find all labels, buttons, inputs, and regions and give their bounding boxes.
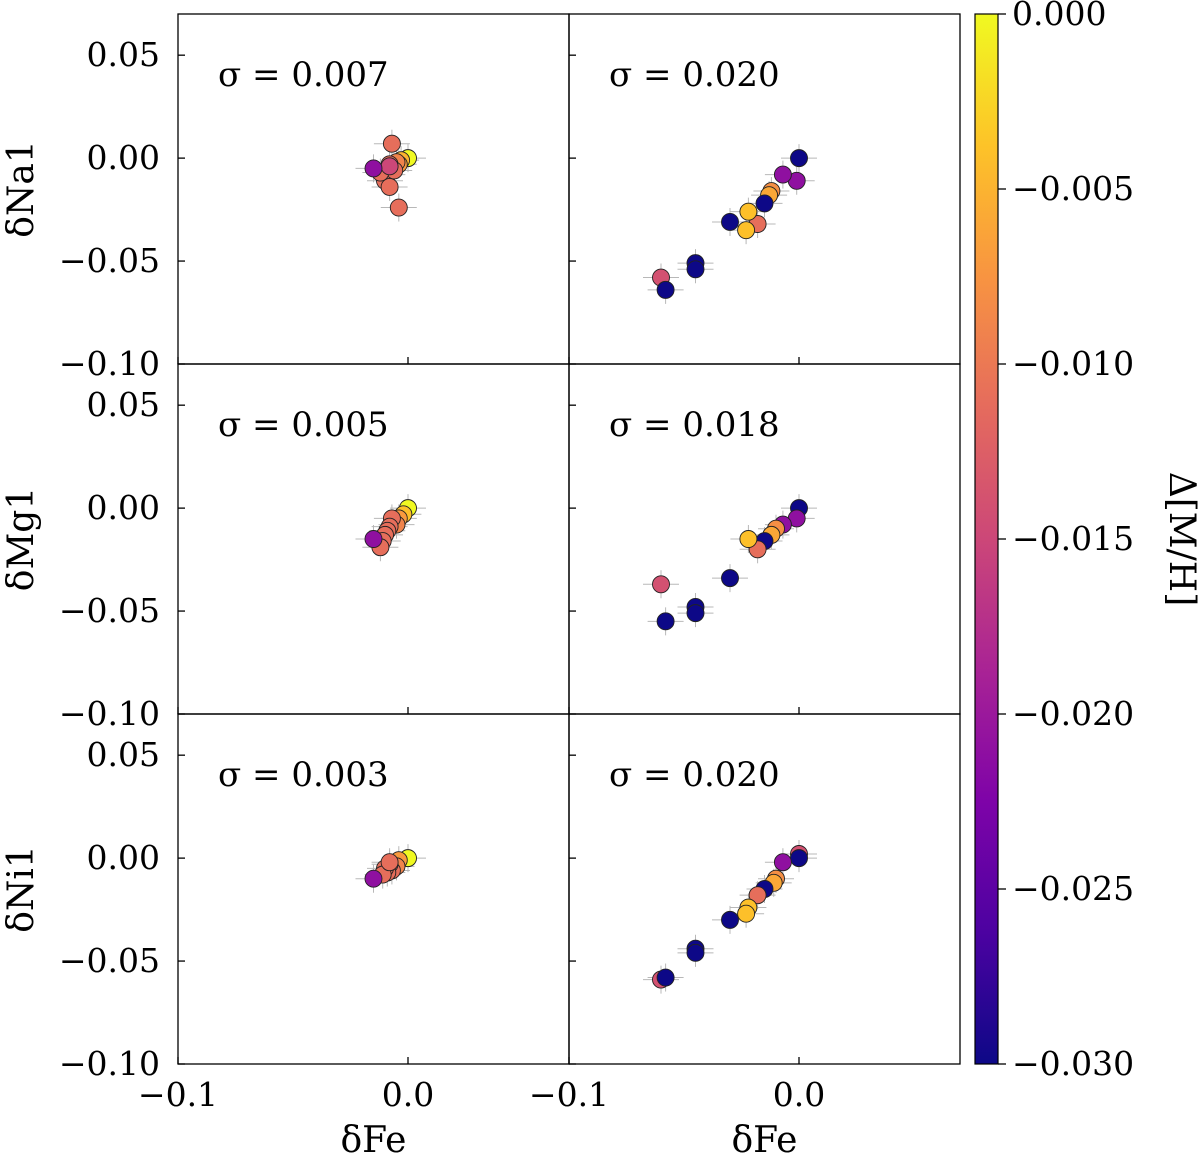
x-axis-label: δFe — [732, 1120, 798, 1161]
colorbar-tick-label: 0.000 — [1012, 0, 1106, 33]
y-tick-label: 0.00 — [87, 838, 160, 877]
panel: σ = 0.020 −0.1 0.0 δFe — [529, 713, 961, 1161]
y-tick-label: −0.05 — [59, 591, 160, 630]
x-axis-label: δFe — [341, 1120, 407, 1161]
colorbar-label: Δ[M/H] — [1161, 472, 1200, 606]
y-tick-label: −0.05 — [59, 941, 160, 980]
data-point — [364, 530, 383, 548]
data-point — [790, 149, 808, 168]
y-tick-label: 0.00 — [87, 488, 160, 527]
data-point — [652, 575, 670, 594]
sigma-annotation: σ = 0.003 — [218, 755, 389, 795]
sigma-annotation: σ = 0.007 — [218, 55, 389, 95]
colorbar-tick-label: −0.010 — [1012, 344, 1134, 383]
colorbar-tick-label: −0.030 — [1012, 1044, 1134, 1083]
panel: σ = 0.018 — [568, 363, 961, 715]
sigma-annotation: σ = 0.020 — [609, 755, 780, 795]
colorbar-gradient — [974, 13, 999, 1065]
colorbar-tick-label: −0.005 — [1012, 169, 1134, 208]
y-tick-label: −0.10 — [59, 344, 160, 383]
y-tick-label: 0.05 — [87, 385, 160, 424]
sigma-annotation: σ = 0.020 — [609, 55, 780, 95]
y-tick-label: −0.05 — [59, 241, 160, 280]
data-point — [686, 943, 705, 962]
colorbar-tick-label: −0.025 — [1012, 869, 1134, 908]
data-point — [380, 853, 399, 872]
y-tick-label: −0.10 — [59, 694, 160, 733]
data-point — [790, 849, 808, 868]
panel: σ = 0.020 — [568, 13, 961, 365]
data-point — [737, 904, 756, 923]
data-point — [721, 569, 739, 588]
data-point — [656, 612, 675, 631]
data-point — [686, 260, 705, 279]
data-point — [721, 212, 739, 231]
data-point — [737, 221, 756, 240]
data-point — [721, 910, 739, 929]
y-axis-label: δNa1 — [1, 140, 42, 238]
panel-frame — [568, 713, 961, 1065]
colorbar: 0.000 −0.005 −0.010 −0.015 −0.020 −0.025 −0.03… — [974, 0, 1200, 1083]
y-tick-label: 0.00 — [87, 138, 160, 177]
y-tick-label: −0.10 — [59, 1044, 160, 1083]
data-point — [748, 886, 767, 905]
colorbar-tick-label: −0.015 — [1012, 519, 1134, 558]
y-tick-label: 0.05 — [87, 35, 160, 74]
colorbar-tick-label: −0.020 — [1012, 694, 1134, 733]
x-tick-label: −0.1 — [529, 1075, 609, 1114]
panel: σ = 0.005 — [177, 363, 570, 715]
panels-layer: δNa1 0.05 0.00 −0.05 −0.10 σ = 0.007 σ = 0.020… — [1, 13, 961, 1161]
data-point — [773, 165, 792, 184]
data-point — [739, 202, 758, 221]
x-tick-label: −0.1 — [138, 1075, 218, 1114]
panel: σ = 0.007 — [177, 13, 570, 365]
data-point — [773, 853, 792, 872]
data-point — [380, 177, 399, 196]
y-axis-label: δNi1 — [1, 845, 42, 933]
y-axis-label: δMg1 — [1, 487, 42, 591]
data-point — [739, 530, 758, 548]
data-point — [382, 134, 401, 153]
y-tick-label: 0.05 — [87, 735, 160, 774]
data-point — [380, 157, 399, 176]
data-point — [364, 159, 383, 178]
sigma-annotation: σ = 0.005 — [218, 405, 389, 445]
data-point — [755, 194, 774, 213]
data-point — [364, 869, 383, 888]
sigma-annotation: σ = 0.018 — [609, 405, 780, 445]
data-point — [389, 198, 408, 217]
x-tick-label: 0.0 — [773, 1075, 825, 1114]
data-point — [656, 968, 675, 987]
data-point — [656, 280, 675, 299]
panel: σ = 0.003 −0.1 0.0 δFe — [138, 713, 570, 1161]
x-tick-label: 0.0 — [382, 1075, 434, 1114]
data-point — [686, 604, 705, 623]
